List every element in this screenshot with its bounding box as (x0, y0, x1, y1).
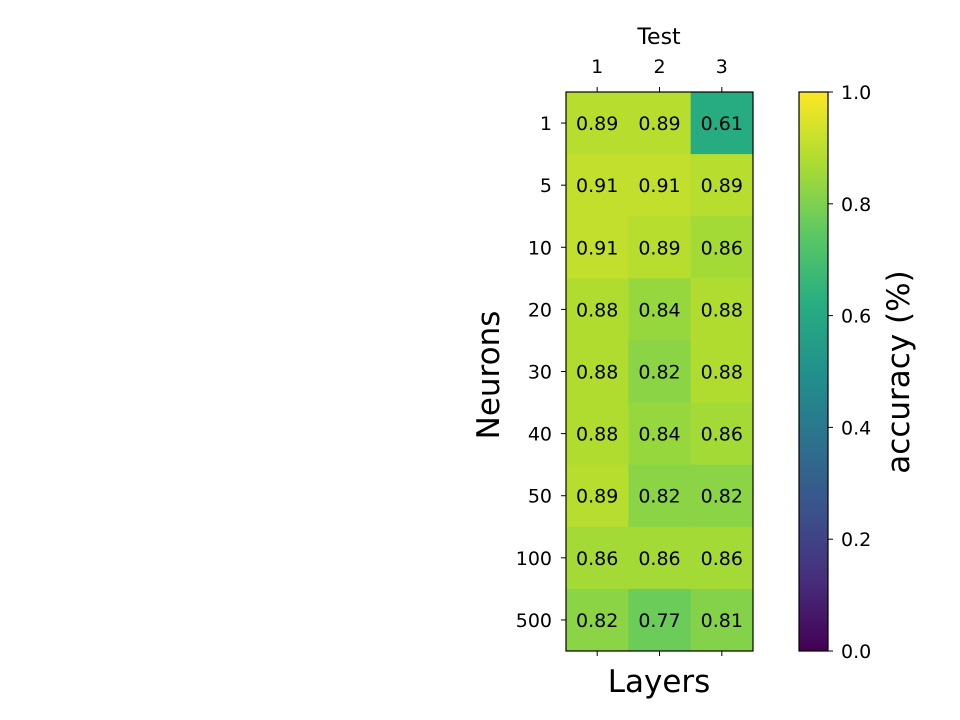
cell-value-label: 0.89 (701, 175, 743, 197)
heatmap-cell (566, 154, 629, 217)
cell-value-label: 0.89 (638, 237, 680, 259)
heatmap-cell (566, 588, 629, 652)
cell-value-label: 0.82 (701, 486, 743, 508)
colorbar-ticks: 0.0 0.2 0.4 0.6 0.8 1.0 (828, 82, 871, 663)
x-tick-label: 2 (653, 56, 665, 78)
cell-value-label: 0.89 (638, 113, 680, 135)
colorbar-label: accuracy (%) (881, 270, 917, 473)
y-ticks: 1 5 10 20 30 40 50 100 500 (516, 113, 566, 632)
heatmap-cell (690, 216, 754, 279)
cell-value-label: 0.82 (576, 610, 618, 632)
heatmap-cell (690, 402, 754, 466)
heatmap-cell (628, 92, 692, 155)
colorbar (798, 91, 829, 652)
y-tick-label: 100 (516, 548, 552, 570)
heatmap-cell (628, 278, 692, 341)
heatmap-cell (566, 402, 629, 466)
cell-value-label: 0.82 (638, 362, 680, 384)
heatmap-cell (690, 92, 754, 155)
cell-value-label: 0.86 (701, 237, 743, 259)
cell-value-label: 0.86 (638, 548, 680, 570)
y-tick-label: 30 (528, 362, 552, 384)
heatmap-cell (628, 526, 692, 590)
heatmap-cell (690, 154, 754, 217)
heatmap-cell (690, 526, 754, 590)
colorbar-tick-label: 0.0 (841, 641, 871, 663)
x-axis-label: Layers (608, 664, 711, 700)
heatmap-cell (628, 340, 692, 403)
colorbar-tick-label: 0.8 (841, 194, 871, 216)
heatmap-cell (628, 464, 692, 528)
x-tick-label: 3 (716, 56, 728, 78)
cell-value-label: 0.84 (638, 299, 680, 321)
cell-value-labels: 0.89 0.89 0.61 0.91 0.91 0.89 0.91 0.89 0.86 0.88… (576, 113, 743, 632)
cell-value-label: 0.88 (576, 424, 618, 446)
heatmap-cell (566, 216, 629, 279)
cell-value-label: 0.89 (576, 486, 618, 508)
colorbar-tick-label: 0.4 (841, 417, 871, 439)
y-axis-label: Neurons (471, 311, 507, 440)
y-tick-label: 10 (528, 237, 552, 259)
y-tick-label: 40 (528, 424, 552, 446)
cell-value-label: 0.91 (576, 175, 618, 197)
cell-value-label: 0.88 (576, 299, 618, 321)
heatmap-cell (628, 216, 692, 279)
heatmap-cell (690, 278, 754, 341)
x-tick-label: 1 (591, 56, 603, 78)
heatmap-cell (628, 588, 692, 652)
heatmap-cell (690, 464, 754, 528)
y-tick-label: 1 (540, 113, 552, 135)
cell-value-label: 0.61 (701, 113, 743, 135)
cell-value-label: 0.82 (638, 486, 680, 508)
cell-value-label: 0.86 (701, 424, 743, 446)
cell-value-label: 0.86 (701, 548, 743, 570)
y-tick-label: 20 (528, 299, 552, 321)
x-ticks: 1 2 3 (591, 56, 728, 656)
y-tick-label: 500 (516, 610, 552, 632)
heatmap-cell (690, 340, 754, 403)
heatmap-cell (690, 588, 754, 652)
y-tick-label: 50 (528, 486, 552, 508)
heatmap-cell (566, 464, 629, 528)
cell-value-label: 0.88 (701, 299, 743, 321)
cell-value-label: 0.81 (701, 610, 743, 632)
chart-title: Test (636, 25, 681, 50)
cell-value-label: 0.88 (701, 362, 743, 384)
colorbar-tick-label: 0.2 (841, 529, 871, 551)
heatmap-cells (566, 92, 754, 652)
colorbar-tick-label: 1.0 (841, 82, 871, 104)
y-tick-label: 5 (540, 175, 552, 197)
cell-value-label: 0.77 (638, 610, 680, 632)
colorbar-tick-label: 0.6 (841, 306, 871, 328)
heatmap-cell (628, 154, 692, 217)
heatmap-cell (566, 340, 629, 403)
heatmap-cell (566, 278, 629, 341)
heatmap-cell (566, 92, 629, 155)
heatmap-cell (628, 402, 692, 466)
cell-value-label: 0.86 (576, 548, 618, 570)
cell-value-label: 0.89 (576, 113, 618, 135)
cell-value-label: 0.84 (638, 424, 680, 446)
cell-value-label: 0.88 (576, 362, 618, 384)
cell-value-label: 0.91 (638, 175, 680, 197)
heatmap-cell (566, 526, 629, 590)
cell-value-label: 0.91 (576, 237, 618, 259)
